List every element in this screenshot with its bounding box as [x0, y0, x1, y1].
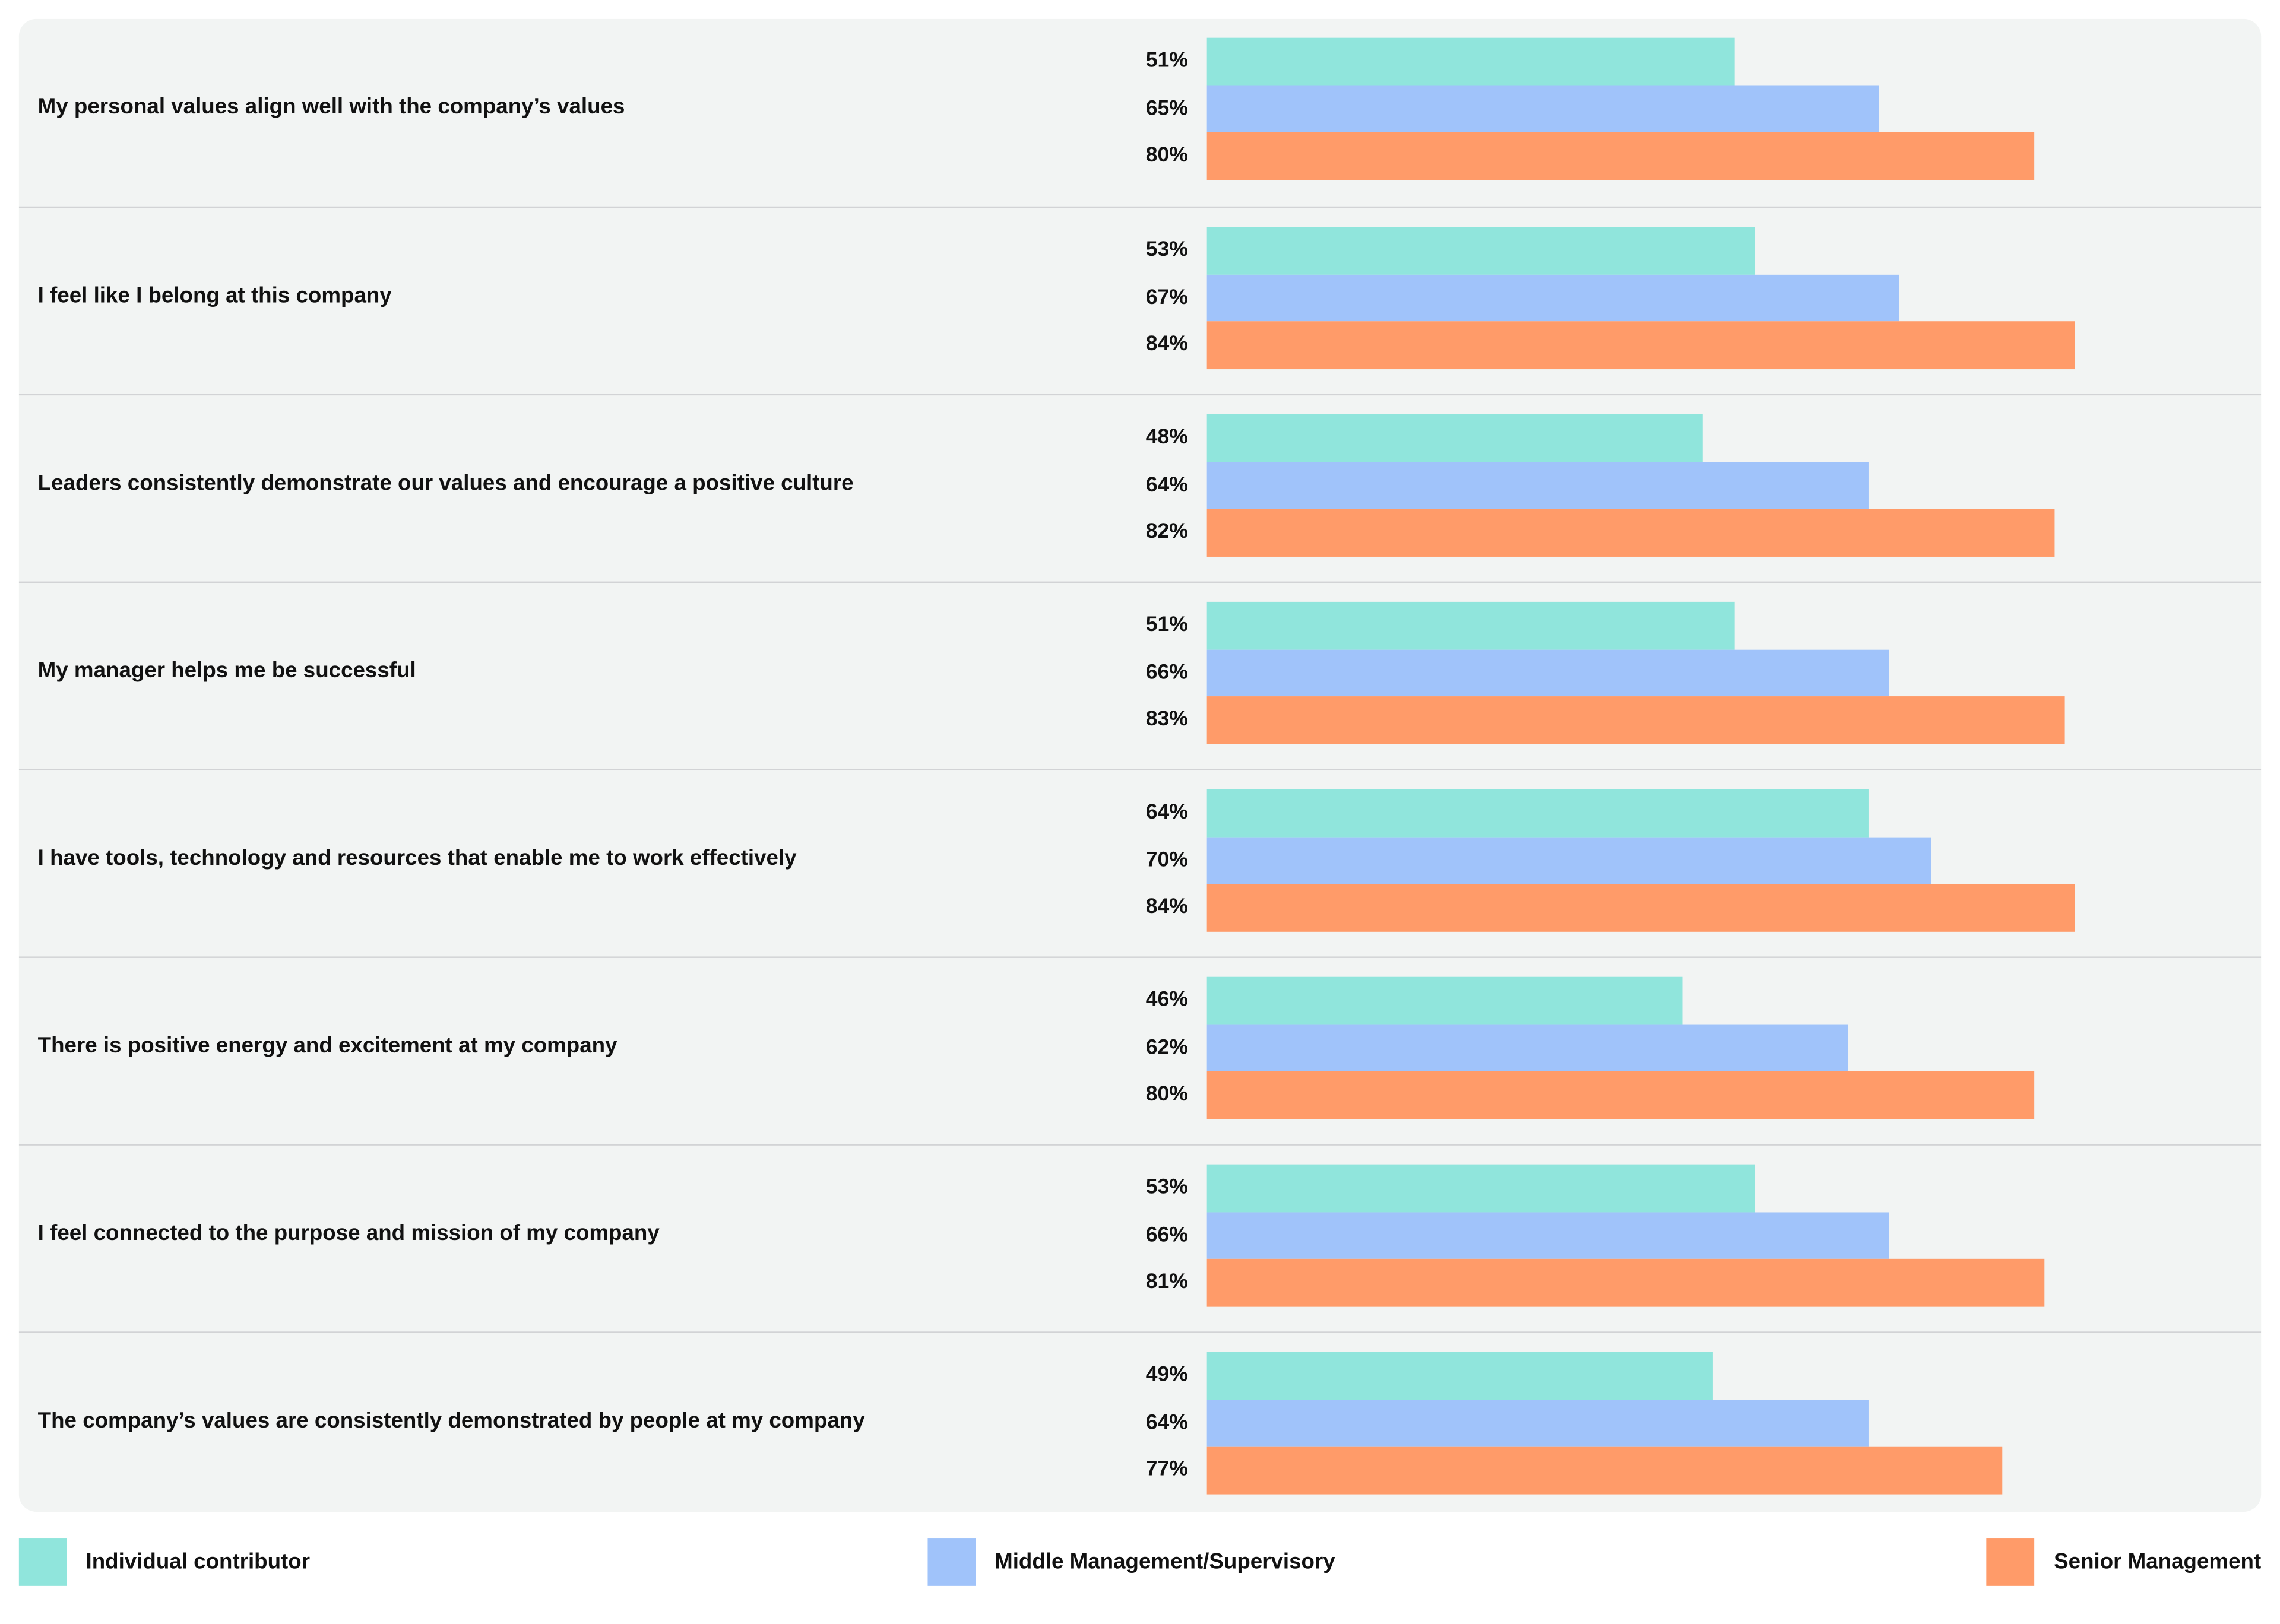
- legend-swatch: [927, 1538, 976, 1586]
- bar-middle-management-supervisory: [1206, 649, 1889, 697]
- data-label: 64%: [1145, 801, 1188, 824]
- legend-label: Individual contributor: [86, 1549, 311, 1575]
- data-label: 80%: [1145, 144, 1188, 167]
- data-label: 66%: [1145, 661, 1188, 684]
- data-label: 53%: [1145, 238, 1188, 262]
- bar-senior-management: [1206, 696, 2065, 744]
- bar-individual-contributor: [1206, 1164, 1755, 1212]
- data-label: 81%: [1145, 1270, 1188, 1294]
- category-row: The company’s values are consistently de…: [18, 1331, 2262, 1512]
- category-row: My personal values align well with the c…: [19, 19, 2261, 207]
- bar-senior-management: [1206, 321, 2076, 369]
- bar-individual-contributor: [1206, 414, 1703, 462]
- data-label: 70%: [1145, 848, 1188, 872]
- legend-item: Individual contributor: [18, 1538, 311, 1586]
- bar-senior-management: [1206, 509, 2055, 556]
- data-label: 65%: [1145, 96, 1188, 120]
- bar-individual-contributor: [1206, 1352, 1714, 1400]
- bar-middle-management-supervisory: [1206, 836, 1931, 884]
- category-label: Leaders consistently demonstrate our val…: [37, 471, 854, 496]
- bar-middle-management-supervisory: [1206, 1211, 1889, 1259]
- category-label: My personal values align well with the c…: [37, 94, 625, 119]
- category-row: Leaders consistently demonstrate our val…: [18, 394, 2262, 583]
- category-row: I have tools, technology and resources t…: [18, 769, 2262, 958]
- bar-middle-management-supervisory: [1206, 461, 1869, 509]
- data-label: 64%: [1145, 1410, 1188, 1434]
- data-label: 51%: [1145, 613, 1188, 637]
- legend-item: Middle Management/Supervisory: [927, 1538, 1335, 1586]
- data-label: 62%: [1145, 1035, 1188, 1060]
- bar-middle-management-supervisory: [1206, 1399, 1869, 1447]
- legend-label: Middle Management/Supervisory: [995, 1549, 1335, 1575]
- bar-individual-contributor: [1206, 789, 1869, 837]
- category-label: I feel connected to the purpose and miss…: [37, 1221, 660, 1246]
- bar-individual-contributor: [1206, 976, 1683, 1024]
- data-label: 66%: [1145, 1223, 1188, 1247]
- data-label: 82%: [1145, 520, 1188, 544]
- data-label: 49%: [1145, 1363, 1188, 1387]
- bar-individual-contributor: [1206, 37, 1734, 85]
- bar-middle-management-supervisory: [1206, 1024, 1848, 1071]
- category-row: I feel like I belong at this company 53% 6…: [18, 206, 2262, 395]
- data-label: 83%: [1145, 708, 1188, 731]
- data-label: 84%: [1145, 895, 1188, 919]
- chart-panel: My personal values align well with the c…: [18, 18, 2262, 1512]
- category-label: The company’s values are consistently de…: [37, 1409, 865, 1433]
- data-label: 48%: [1145, 426, 1188, 449]
- bar-senior-management: [1206, 883, 2076, 931]
- data-label: 46%: [1145, 988, 1188, 1012]
- bar-middle-management-supervisory: [1206, 85, 1879, 132]
- data-label: 80%: [1145, 1083, 1188, 1106]
- bar-individual-contributor: [1206, 601, 1734, 649]
- legend-swatch: [1987, 1538, 2035, 1586]
- data-label: 67%: [1145, 286, 1188, 309]
- category-row: I feel connected to the purpose and miss…: [18, 1144, 2262, 1333]
- bar-senior-management: [1206, 1071, 2034, 1119]
- legend-item: Senior Management: [1987, 1538, 2261, 1586]
- legend-swatch: [18, 1538, 67, 1586]
- data-label: 64%: [1145, 473, 1188, 497]
- category-label: My manager helps me be successful: [37, 658, 416, 684]
- category-row: My manager helps me be successful 51% 66% 8…: [18, 581, 2262, 770]
- bar-middle-management-supervisory: [1206, 274, 1900, 322]
- bar-senior-management: [1206, 1258, 2045, 1306]
- category-label: There is positive energy and excitement …: [37, 1033, 618, 1058]
- bar-individual-contributor: [1206, 227, 1755, 274]
- category-label: I have tools, technology and resources t…: [37, 846, 797, 871]
- bar-senior-management: [1206, 1446, 2003, 1494]
- legend: Individual contributor Middle Management/…: [0, 1538, 2280, 1586]
- bar-senior-management: [1206, 132, 2034, 180]
- data-label: 51%: [1145, 49, 1188, 73]
- category-row: There is positive energy and excitement …: [18, 956, 2262, 1145]
- data-label: 77%: [1145, 1458, 1188, 1482]
- category-label: I feel like I belong at this company: [37, 283, 392, 309]
- data-label: 53%: [1145, 1176, 1188, 1200]
- legend-label: Senior Management: [2054, 1549, 2262, 1575]
- data-label: 84%: [1145, 332, 1188, 357]
